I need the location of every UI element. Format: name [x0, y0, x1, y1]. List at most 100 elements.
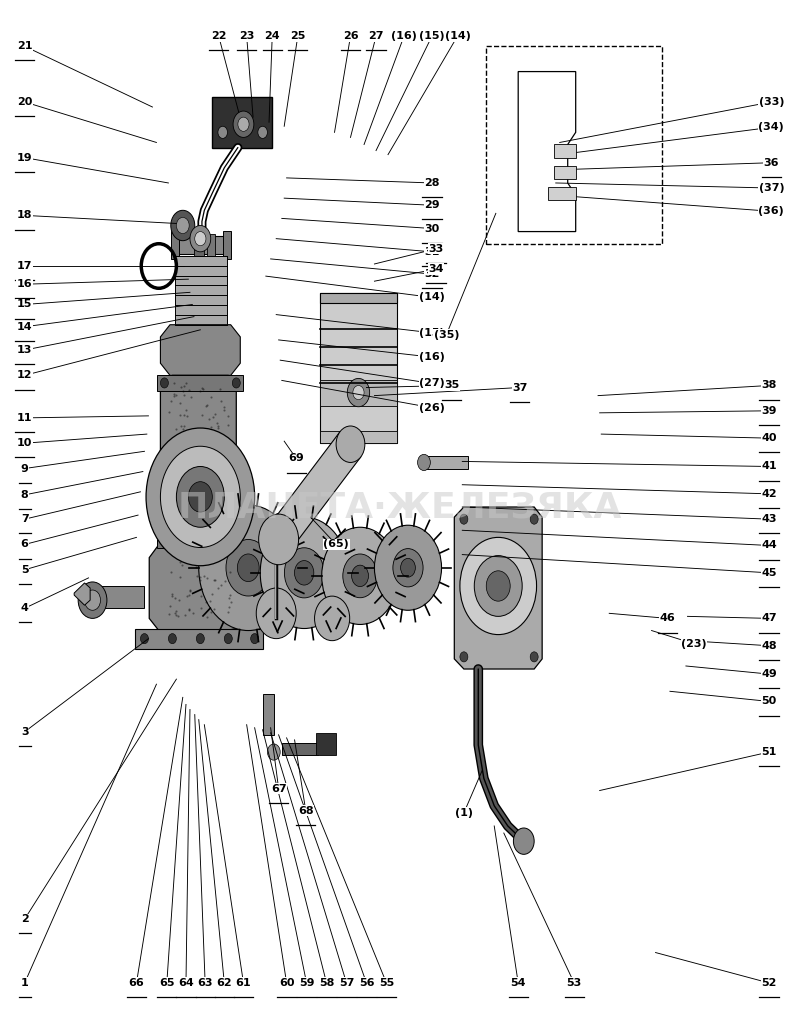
Point [200, 594, 213, 610]
Point [202, 484, 215, 500]
Point [179, 375, 192, 391]
Point [180, 515, 193, 531]
Point [208, 406, 221, 422]
Text: 24: 24 [265, 31, 280, 42]
Point [182, 532, 194, 549]
Point [194, 486, 206, 502]
Text: 13: 13 [17, 345, 32, 355]
Point [214, 480, 226, 496]
Point [192, 469, 205, 486]
Bar [320, 380, 397, 406]
Point [177, 421, 190, 437]
Point [211, 518, 224, 534]
Point [201, 609, 214, 626]
Point [173, 534, 186, 551]
Point [182, 482, 195, 498]
Point [194, 552, 207, 568]
Point [190, 559, 202, 575]
Bar [206, 233, 214, 256]
Point [223, 493, 236, 509]
Text: (1): (1) [455, 808, 473, 818]
Point [182, 600, 195, 617]
Text: 40: 40 [762, 433, 777, 443]
Text: 38: 38 [762, 380, 777, 390]
Circle shape [238, 554, 259, 582]
Text: 43: 43 [762, 514, 777, 524]
Circle shape [218, 127, 227, 138]
Point [186, 518, 198, 534]
Point [194, 383, 206, 400]
Point [207, 443, 220, 459]
Text: (34): (34) [758, 123, 784, 132]
Point [206, 410, 219, 426]
Point [221, 460, 234, 477]
Point [202, 412, 215, 428]
Point [202, 426, 215, 442]
Circle shape [141, 634, 149, 644]
Point [170, 544, 183, 560]
Circle shape [176, 466, 224, 527]
Point [166, 586, 178, 602]
Polygon shape [150, 375, 248, 641]
Point [182, 601, 195, 618]
Point [164, 462, 177, 479]
Point [169, 544, 182, 560]
Point [207, 489, 220, 505]
Text: 44: 44 [761, 540, 777, 551]
Text: 22: 22 [211, 31, 226, 42]
Bar [554, 144, 577, 157]
Point [203, 593, 216, 609]
Point [184, 582, 197, 598]
Point [220, 522, 233, 538]
Point [174, 569, 186, 585]
Circle shape [224, 634, 232, 644]
Circle shape [161, 446, 240, 548]
Text: 63: 63 [198, 977, 213, 988]
Point [186, 523, 198, 539]
Bar [320, 293, 397, 443]
Point [166, 455, 179, 472]
Point [174, 394, 186, 411]
Text: 30: 30 [424, 223, 439, 233]
Point [207, 572, 220, 588]
Bar [89, 586, 145, 608]
Text: 8: 8 [21, 490, 29, 500]
Point [222, 408, 235, 424]
Circle shape [393, 549, 423, 587]
Point [178, 407, 190, 423]
Circle shape [198, 505, 298, 631]
Point [174, 554, 186, 570]
Point [194, 588, 207, 604]
Point [188, 488, 201, 504]
Point [197, 434, 210, 450]
Point [194, 599, 207, 615]
Circle shape [238, 118, 249, 132]
Text: 27: 27 [368, 31, 384, 42]
Circle shape [460, 652, 468, 662]
Point [166, 524, 179, 540]
Point [215, 518, 228, 534]
Circle shape [460, 537, 537, 635]
Circle shape [190, 225, 210, 251]
Polygon shape [161, 324, 240, 375]
Point [178, 435, 191, 451]
Point [184, 529, 197, 546]
Text: 19: 19 [17, 153, 33, 162]
Point [214, 393, 227, 410]
Point [204, 419, 217, 435]
Point [201, 459, 214, 476]
Text: 21: 21 [17, 42, 33, 52]
Bar [158, 532, 243, 548]
Bar [548, 187, 576, 200]
Text: (37): (37) [758, 184, 784, 193]
Point [219, 508, 232, 524]
Bar [262, 695, 274, 735]
Circle shape [226, 539, 270, 596]
Point [198, 568, 210, 584]
Point [182, 507, 194, 523]
Point [172, 608, 185, 625]
Point [222, 604, 234, 621]
Point [171, 444, 184, 460]
Bar [194, 233, 203, 256]
Point [210, 470, 223, 487]
